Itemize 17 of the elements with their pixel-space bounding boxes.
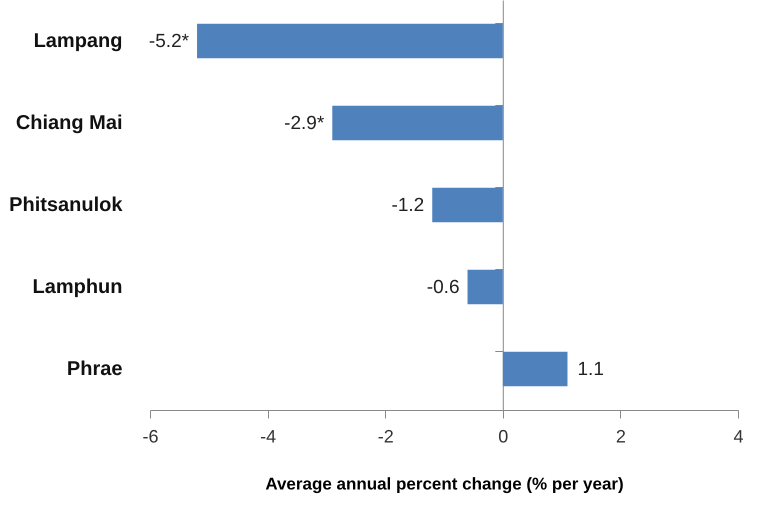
x-tick-label: 4 — [733, 426, 744, 446]
y-tick-label: Chiang Mai — [16, 112, 122, 134]
x-tick-label: -4 — [260, 426, 276, 446]
y-tick-label: Lampang — [34, 30, 122, 52]
y-tick-label: Lamphun — [32, 276, 122, 298]
data-label: 1.1 — [577, 359, 604, 380]
y-tick-label: Phrae — [66, 358, 122, 380]
x-tick-label: -6 — [142, 426, 159, 446]
data-label: -0.6 — [426, 277, 460, 298]
data-label: -2.9* — [284, 113, 325, 134]
x-tick-label: -2 — [378, 426, 394, 446]
data-label: -1.2 — [391, 195, 424, 216]
x-tick-label: 0 — [498, 426, 508, 446]
x-tick-label: 2 — [616, 426, 626, 446]
y-tick-label: Phitsanulok — [9, 194, 124, 216]
data-label: -5.2* — [148, 31, 190, 52]
x-axis-title: Average annual percent change (% per year) — [265, 474, 624, 494]
